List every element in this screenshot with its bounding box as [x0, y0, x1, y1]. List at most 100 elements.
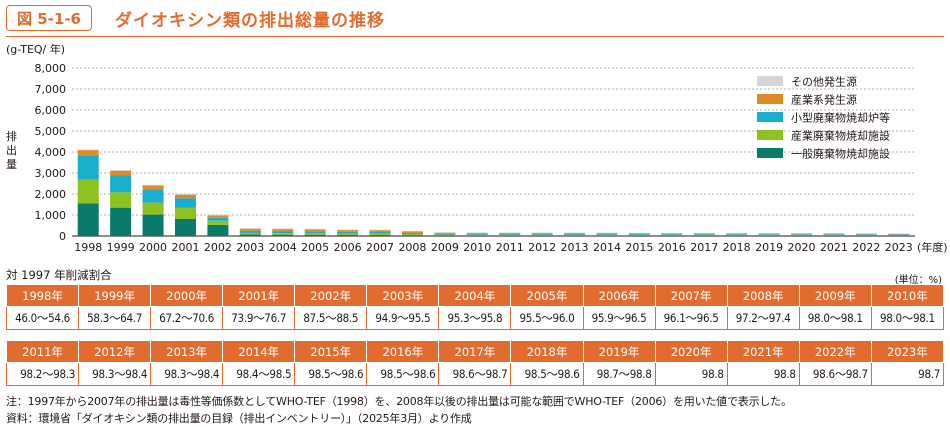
bar-segment — [77, 155, 99, 180]
row2-reduction-value: 98.3～98.4 — [78, 362, 152, 386]
bar-segment — [855, 234, 877, 236]
bar-segment — [77, 179, 99, 204]
bar-segment — [823, 234, 845, 236]
bar-segment — [304, 231, 326, 234]
row1-reduction-value: 95.5～96.0 — [510, 306, 584, 330]
x-tick-label: 2012 — [528, 241, 556, 254]
bar-segment — [434, 234, 456, 236]
y-unit-label: (g-TEQ/ 年) — [6, 42, 65, 56]
bar-segment — [531, 234, 553, 236]
bar-segment — [304, 234, 326, 236]
x-tick-label: 2000 — [139, 241, 167, 254]
legend-label: 小型廃棄物焼却炉等 — [791, 111, 890, 125]
bar-segment — [888, 233, 910, 235]
row1-reduction-value: 96.1～96.5 — [654, 306, 728, 330]
bar-segment — [726, 235, 748, 236]
y-tick-label: 8,000 — [35, 62, 67, 75]
bar-segment — [174, 207, 196, 219]
x-tick-label: 2011 — [496, 241, 524, 254]
bar-segment — [369, 233, 391, 235]
bar-segment — [726, 234, 748, 236]
bar-segment — [596, 234, 618, 236]
bar-segment — [110, 192, 132, 208]
bar-segment — [855, 235, 877, 236]
x-tick-label: 2021 — [820, 241, 848, 254]
bar-segment — [693, 233, 715, 235]
bar-segment — [564, 232, 586, 234]
reduction-unit-label: (単位：%) — [894, 275, 942, 286]
row2-year-header: 2015年 — [294, 340, 368, 363]
bar-segment — [337, 230, 359, 232]
x-tick-label: 2001 — [171, 241, 199, 254]
row2-year-header: 2018年 — [510, 340, 584, 363]
bar-segment — [855, 233, 877, 235]
row1-year-header: 2007年 — [654, 284, 728, 307]
bar-segment — [369, 234, 391, 236]
bar-segment — [110, 170, 132, 171]
bar-segment — [207, 217, 229, 221]
x-tick-label: 2008 — [398, 241, 426, 254]
bar-segment — [466, 233, 488, 235]
bar-segment — [337, 234, 359, 236]
row1-reduction-value: 98.0～98.1 — [798, 306, 872, 330]
bar-segment — [304, 229, 326, 232]
legend-label: 産業系発生源 — [791, 93, 857, 107]
legend-swatch — [757, 148, 783, 158]
bar-segment — [239, 230, 261, 233]
row1-reduction-value: 73.9～76.7 — [222, 306, 296, 330]
figure-number-badge: 図 5-1-6 — [6, 5, 92, 31]
bar-segment — [110, 170, 132, 176]
bar-segment — [207, 220, 229, 225]
bar-segment — [791, 233, 813, 235]
row1-reduction-value: 46.0～54.6 — [5, 306, 80, 330]
y-tick-label: 0 — [59, 230, 66, 243]
bar-segment — [466, 232, 488, 234]
bar-segment — [596, 233, 618, 234]
bar-segment — [855, 234, 877, 235]
row2-year-header: 2016年 — [366, 340, 440, 363]
y-tick-label: 6,000 — [35, 104, 67, 117]
row1-reduction-value: 87.5～88.5 — [294, 306, 368, 330]
y-axis-title: 排出量 — [6, 129, 17, 171]
row1-reduction-value: 67.2～70.6 — [150, 306, 224, 330]
bar-segment — [239, 228, 261, 229]
bar-segment — [401, 230, 423, 232]
bar-segment — [207, 215, 229, 218]
bar-segment — [337, 231, 359, 234]
bar-segment — [499, 232, 521, 234]
row2-year-header: 2017年 — [438, 340, 512, 363]
bar-segment — [758, 233, 780, 235]
bar-segment — [564, 235, 586, 236]
bar-segment — [434, 235, 456, 236]
row1-year-header: 2003年 — [366, 284, 440, 307]
bar-segment — [531, 232, 553, 234]
bar-segment — [369, 230, 391, 232]
row1-reduction-value: 98.0～98.1 — [870, 306, 945, 330]
row2-reduction-value: 98.5～98.6 — [366, 362, 440, 386]
bar-segment — [174, 194, 196, 199]
x-tick-label: 2023 — [885, 241, 913, 254]
row1-reduction-value: 95.9～96.5 — [582, 306, 656, 330]
bar-segment — [888, 234, 910, 235]
x-tick-label: 2015 — [625, 241, 653, 254]
bar-segment — [434, 232, 456, 234]
bar-segment — [726, 234, 748, 235]
row2-reduction-value: 98.7 — [870, 362, 945, 386]
bar-segment — [823, 233, 845, 235]
bar-segment — [466, 234, 488, 236]
bar-segment — [401, 231, 423, 233]
x-tick-label: 2013 — [561, 241, 589, 254]
bar-segment — [628, 234, 650, 236]
bar-segment — [272, 231, 294, 234]
row1-year-header: 2000年 — [150, 284, 224, 307]
x-tick-label: 1998 — [74, 241, 102, 254]
source-note: 資料：環境省「ダイオキシン類の排出量の目録（排出インベントリー）」（2025年3… — [6, 412, 472, 425]
reduction-table-2011-2023: 2011年 2012年 2013年 2014年 2015年 2016年 2017年 2018年… — [5, 340, 945, 386]
x-tick-label: 2022 — [852, 241, 880, 254]
row2-year-header: 2011年 — [5, 340, 80, 363]
bar-segment — [661, 233, 683, 235]
bar-segment — [239, 232, 261, 235]
x-tick-label: 2016 — [658, 241, 686, 254]
bar-segment — [401, 234, 423, 236]
figure-title: ダイオキシン類の排出総量の推移 — [115, 11, 385, 31]
